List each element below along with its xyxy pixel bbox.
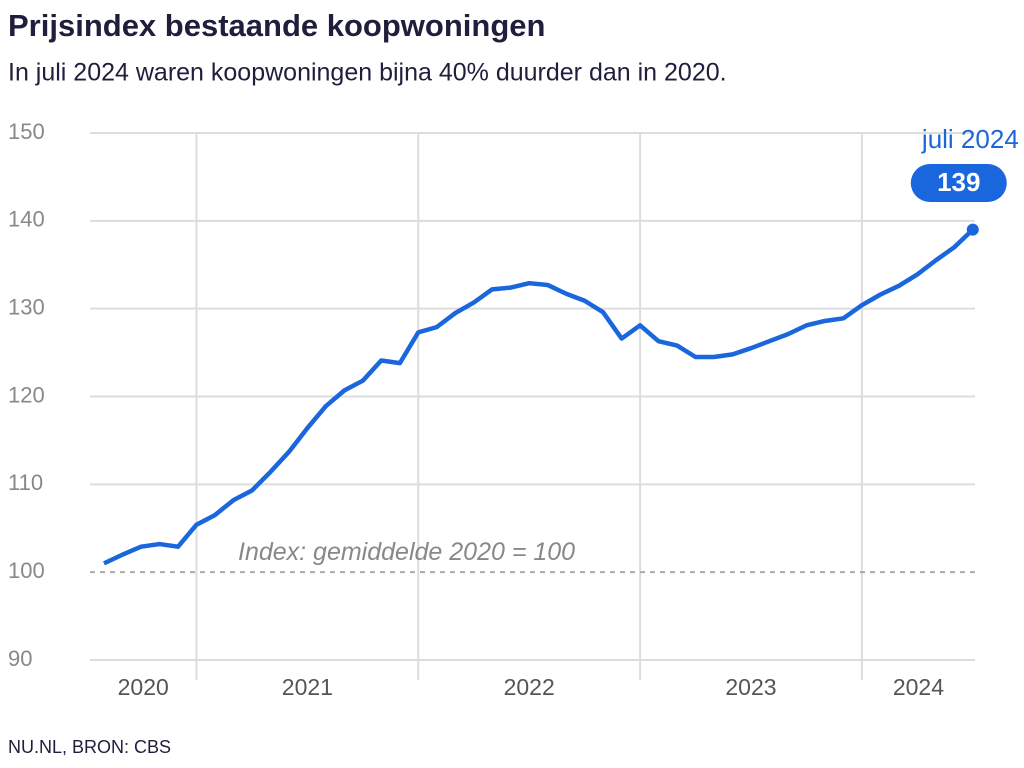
y-tick-label: 90 (8, 646, 32, 671)
y-tick-label: 110 (8, 470, 43, 495)
y-tick-label: 150 (8, 119, 45, 144)
end-point (966, 223, 979, 236)
x-tick-label: 2024 (893, 674, 944, 700)
chart-subtitle: In juli 2024 waren koopwoningen bijna 40… (8, 59, 727, 87)
x-tick-label: 2023 (725, 674, 776, 700)
y-tick-label: 100 (8, 558, 45, 583)
data-line (103, 227, 975, 566)
value-label: 139 (937, 167, 980, 197)
x-tick-label: 2020 (118, 674, 169, 700)
x-tick-label: 2022 (504, 674, 555, 700)
y-tick-label: 120 (8, 382, 45, 407)
x-tick-label: 2021 (282, 674, 333, 700)
value-badge (910, 164, 1007, 202)
annotation: juli 2024 (921, 124, 1019, 154)
source: NU.NL, BRON: CBS (8, 737, 171, 757)
y-tick-label: 140 (8, 207, 45, 232)
chart-title: Prijsindex bestaande koopwoningen (8, 8, 545, 43)
y-tick-label: 130 (8, 294, 45, 319)
reference-label: Index: gemiddelde 2020 = 100 (238, 538, 575, 566)
